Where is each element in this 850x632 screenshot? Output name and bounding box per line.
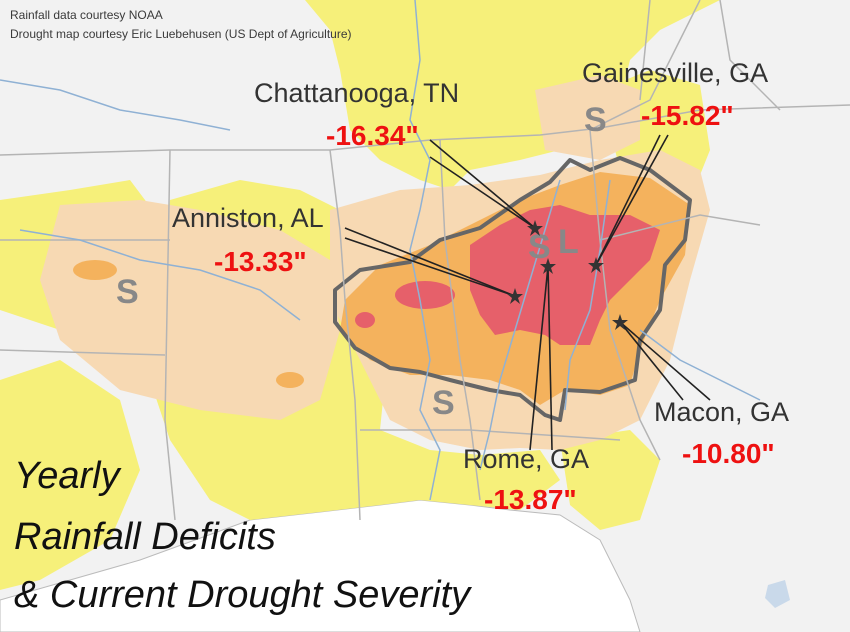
city-markers <box>507 220 628 330</box>
city-deficit-rome: -13.87" <box>484 484 577 515</box>
drought-credit: Drought map courtesy Eric Luebehusen (US… <box>10 27 352 41</box>
extreme-drought-areas <box>355 205 660 345</box>
leader-line-anniston-2 <box>344 237 516 297</box>
city-name-rome: Rome, GA <box>463 444 590 474</box>
title-line-3: & Current Drought Severity <box>14 574 471 616</box>
lake-okeechobee <box>765 580 790 608</box>
star-rome <box>540 258 556 274</box>
city-deficit-chattanooga: -16.34" <box>326 120 419 151</box>
title-line-2: Rainfall Deficits <box>14 516 276 558</box>
city-deficit-anniston: -13.33" <box>214 246 307 277</box>
city-deficit-macon: -10.80" <box>682 438 775 469</box>
star-gainesville <box>588 257 604 273</box>
leader-line-macon-1 <box>619 321 684 401</box>
leader-line-chattanooga-1 <box>429 139 536 229</box>
impact-label-l-center: L <box>558 223 579 261</box>
gulf-of-mexico <box>0 499 641 632</box>
leader-line-macon-2 <box>619 321 711 401</box>
leader-line-anniston-1 <box>344 227 516 297</box>
city-name-gainesville: Gainesville, GA <box>582 58 769 88</box>
city-name-macon: Macon, GA <box>654 397 790 427</box>
title-line-1: Yearly <box>14 455 120 497</box>
impact-label-s-south: S <box>432 384 455 422</box>
impact-label-s-north: S <box>584 101 607 139</box>
state-boundaries <box>0 0 850 521</box>
city-name-chattanooga: Chattanooga, TN <box>254 78 460 108</box>
impact-labels: S S S S L <box>116 101 607 422</box>
rainfall-credit: Rainfall data courtesy NOAA <box>10 8 163 22</box>
rivers <box>0 0 761 501</box>
leader-line-gainesville-2 <box>595 134 669 266</box>
leader-lines <box>344 134 711 451</box>
leader-line-gainesville-1 <box>595 134 661 266</box>
impact-label-s-center: S <box>528 228 551 266</box>
city-deficit-gainesville: -15.82" <box>641 100 734 131</box>
city-name-anniston: Anniston, AL <box>172 203 324 233</box>
star-anniston <box>507 288 523 304</box>
leader-line-rome-1 <box>529 265 549 451</box>
impact-label-s-west: S <box>116 273 139 311</box>
leader-line-chattanooga-2 <box>429 156 536 229</box>
leader-line-rome-2 <box>547 265 553 451</box>
star-macon <box>612 314 628 330</box>
star-chattanooga <box>527 220 543 236</box>
